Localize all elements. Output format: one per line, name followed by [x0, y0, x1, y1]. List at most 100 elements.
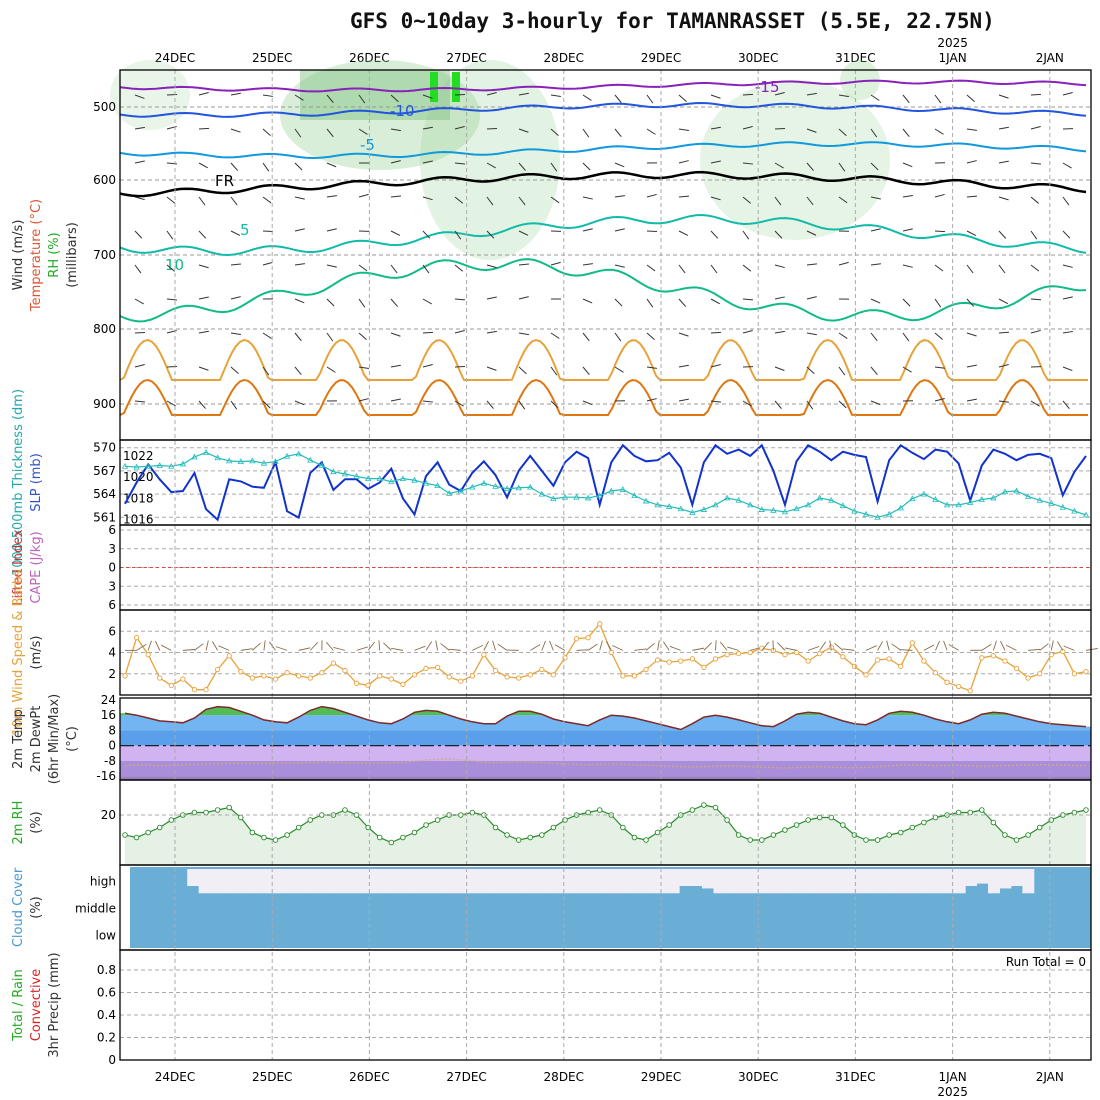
wind-barb	[806, 366, 815, 375]
rh-marker	[886, 832, 892, 838]
cloud-clear-cell	[610, 869, 623, 894]
wind-barb	[774, 366, 785, 371]
wind-barb	[166, 264, 176, 272]
rh-shade-blob	[420, 60, 560, 260]
cloud-clear-cell	[198, 869, 211, 894]
thickness-marker	[666, 503, 673, 509]
wind-barb	[326, 162, 337, 168]
wind-barb	[518, 296, 529, 300]
wind-barb	[262, 400, 271, 409]
wind-barb	[870, 298, 881, 304]
rh-shading	[110, 60, 890, 260]
li-y-tick: 3	[108, 579, 116, 593]
cloud-clear-cell	[793, 869, 806, 894]
cloud-clear-cell	[244, 869, 257, 894]
wind-barb	[262, 128, 271, 136]
wind-barb	[294, 228, 305, 232]
wind-barb	[998, 160, 1009, 164]
temp-y-tick: 24	[101, 693, 116, 707]
wind-barb	[198, 296, 209, 300]
wind-speed-marker	[874, 657, 881, 663]
wind-barb-10m	[549, 640, 554, 651]
warm-isotherm-line	[119, 378, 1088, 416]
wind-barb	[838, 162, 846, 172]
wind-speed-marker	[851, 663, 858, 669]
rh-marker	[261, 834, 267, 841]
wind-speed-marker	[1013, 665, 1020, 672]
wind-speed-marker	[319, 670, 325, 676]
wind-barb	[326, 264, 337, 268]
wind-speed-marker	[214, 666, 221, 673]
thickness-marker	[1048, 500, 1055, 506]
cloud-clear-cell	[473, 869, 486, 894]
rh-marker	[909, 824, 916, 831]
thickness-marker	[654, 501, 661, 508]
slp-line	[124, 443, 1087, 522]
wind-barb	[966, 128, 977, 131]
warm-isotherm-line	[119, 338, 1088, 381]
wind-barb	[390, 332, 401, 337]
wind-barb	[358, 128, 368, 135]
thickness-marker	[920, 490, 928, 497]
wind-barb	[678, 298, 687, 307]
thickness-marker	[411, 476, 418, 483]
wind-barb	[550, 94, 561, 98]
li-y-tick: 0	[108, 561, 116, 575]
wind-barb-10m	[554, 644, 566, 651]
wind-barb	[358, 366, 369, 369]
wind-barb-10m	[275, 646, 288, 651]
wind-speed-marker	[145, 651, 151, 658]
wind-barb	[230, 162, 238, 171]
thickness-marker	[144, 462, 152, 469]
wind-barb	[294, 366, 302, 376]
wind-barb-10m	[935, 640, 940, 651]
wind-barb	[358, 193, 369, 198]
wind-barb	[838, 261, 849, 266]
upper-air-y-tick: 700	[93, 248, 116, 262]
thickness-y-tick: 570	[93, 441, 116, 455]
wind-barb	[294, 263, 305, 266]
wind-barb-10m	[252, 642, 261, 651]
wind-barb	[582, 332, 590, 342]
thickness-marker	[967, 499, 974, 505]
thickness-marker	[793, 505, 800, 512]
rh-marker	[596, 807, 603, 813]
thickness-marker	[677, 505, 684, 512]
thickness-marker	[851, 507, 858, 514]
rh-marker	[1071, 809, 1078, 816]
cloud-clear-cell	[587, 869, 600, 894]
wind-speed-marker	[666, 659, 672, 665]
cloud-clear-cell	[381, 869, 394, 894]
cloud-clear-cell	[221, 869, 234, 894]
wind-barb	[294, 128, 302, 138]
cloud-clear-cell	[324, 869, 337, 894]
wind-speed-marker	[712, 656, 719, 662]
wind-barb	[134, 126, 145, 130]
wind-barb	[230, 332, 241, 336]
wind-barb	[550, 196, 560, 204]
cloud-clear-cell	[679, 869, 692, 887]
wind-barb-10m	[981, 643, 992, 651]
slp-y-tick: 1020	[123, 470, 154, 484]
wind-barb	[870, 228, 881, 232]
thickness-marker	[1071, 507, 1078, 514]
wind-barb	[518, 332, 529, 336]
wind-barb	[646, 193, 657, 198]
wind-barb	[710, 298, 721, 305]
wind-barb	[710, 331, 722, 334]
rh-marker	[145, 829, 151, 836]
wind-speed-marker	[597, 621, 603, 627]
wind-barb	[1030, 93, 1042, 96]
rh-marker	[863, 837, 869, 843]
wind-barb	[1030, 196, 1039, 204]
wind-barb	[742, 162, 753, 165]
thickness-marker	[804, 501, 812, 508]
rh-marker	[654, 829, 661, 836]
top-date-label: 31DEC	[835, 51, 875, 65]
wind-barb-10m	[720, 641, 728, 651]
wind-speed-marker	[550, 672, 557, 678]
wind-barb	[998, 264, 1006, 274]
thickness-marker	[747, 501, 754, 508]
thickness-marker	[631, 492, 638, 499]
